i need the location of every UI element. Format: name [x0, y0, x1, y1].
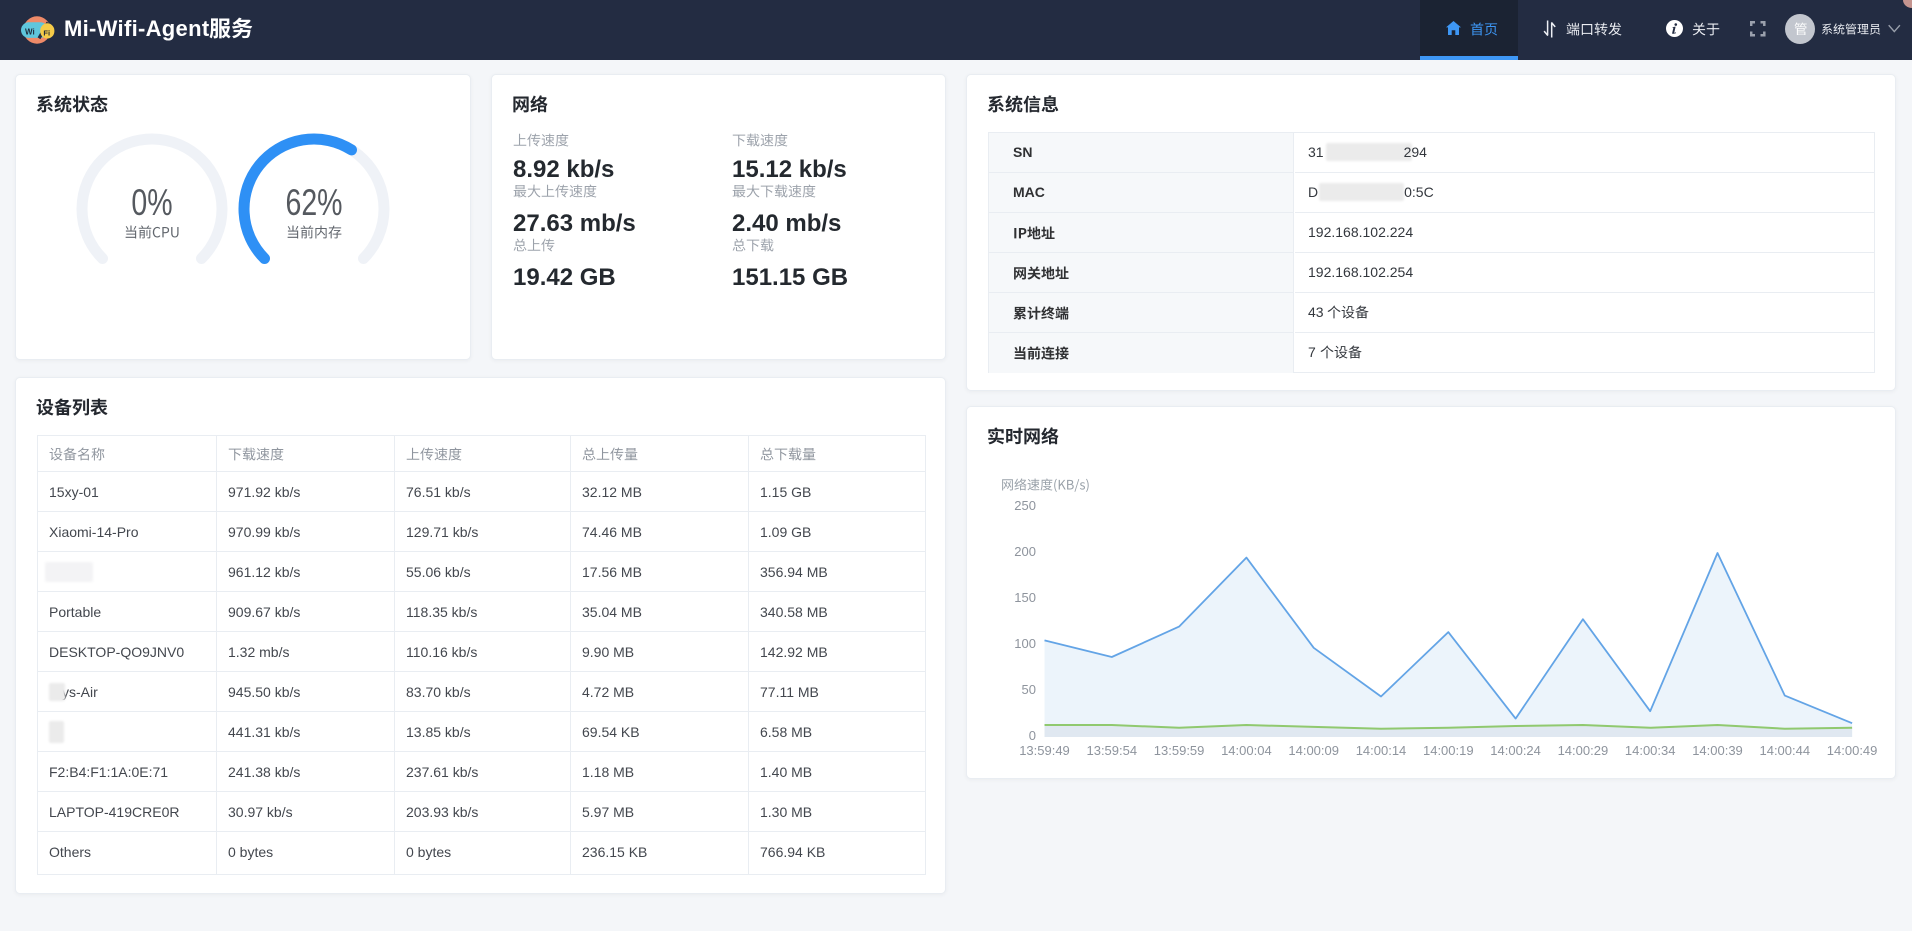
svg-text:Wi: Wi [25, 28, 35, 37]
svg-text:Fi: Fi [43, 28, 50, 37]
